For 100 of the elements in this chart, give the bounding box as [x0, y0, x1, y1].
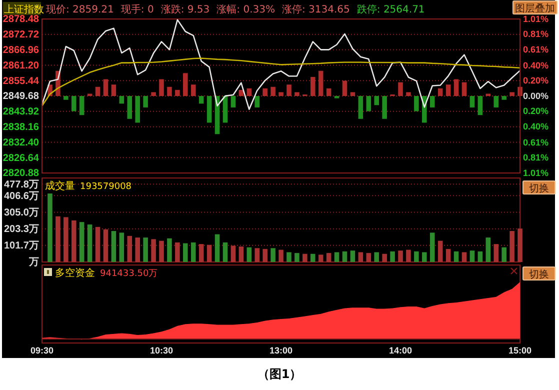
bar: [119, 96, 124, 104]
y-tick-label: 477.8万: [4, 179, 39, 190]
bar: [230, 96, 236, 108]
bar: [278, 92, 284, 96]
bar: [175, 242, 180, 262]
bar: [183, 73, 188, 96]
y-tick-label: 2849.68: [2, 91, 40, 102]
bar: [342, 251, 348, 262]
bar: [398, 82, 403, 96]
bar: [151, 239, 156, 262]
bar: [390, 251, 395, 262]
bar: [151, 92, 156, 96]
bar: [143, 96, 148, 108]
bar: [167, 238, 172, 262]
y2-tick-label: 0.20%: [523, 76, 549, 86]
bar: [198, 244, 204, 262]
y-tick-label: 2855.44: [2, 76, 40, 87]
y2-tick-label: 0.40%: [523, 60, 549, 70]
bar: [48, 193, 52, 262]
y2-tick-label: 0.61%: [523, 137, 549, 148]
bar: [262, 88, 268, 96]
bar: [143, 238, 148, 262]
bar: [71, 220, 76, 262]
bar: [254, 248, 260, 262]
bar: [366, 96, 372, 112]
bar: [334, 252, 340, 262]
y-tick-label: 2861.20: [2, 60, 40, 72]
y-tick-label: 101.7万: [4, 240, 39, 252]
bar: [502, 247, 506, 262]
bar: [374, 252, 379, 262]
bar: [430, 232, 435, 262]
y-tick-label: 2820.88: [2, 168, 40, 180]
bar: [127, 236, 132, 262]
bar: [214, 234, 220, 262]
bar: [462, 252, 467, 262]
bar: [111, 231, 116, 262]
y-tick-label: 305.0万: [4, 207, 39, 218]
annotation: 193579008: [80, 182, 132, 192]
bar: [206, 244, 212, 262]
bar: [190, 242, 196, 262]
bar: [127, 96, 132, 119]
y2-tick-label: 0.20%: [523, 106, 549, 116]
bar: [446, 248, 451, 262]
bar: [95, 86, 100, 96]
bar: [350, 92, 356, 96]
bar: [422, 252, 427, 262]
bar: [518, 228, 522, 262]
bar: [366, 253, 372, 262]
y-tick-label: 2866.96: [2, 45, 40, 56]
bar: [358, 252, 364, 262]
bar: [198, 96, 204, 104]
text: 涨跌: 9.53: [160, 4, 210, 16]
bar: [206, 96, 212, 123]
bar: [71, 96, 76, 112]
y-tick-label: 2872.72: [2, 30, 40, 41]
bar: [302, 254, 308, 262]
bar: [270, 248, 276, 262]
bar: [478, 251, 483, 262]
x-tick-label: 13:00: [269, 345, 293, 356]
bar: [159, 240, 164, 262]
bar: [119, 232, 124, 262]
bar: [230, 246, 236, 262]
y2-tick-label: 0.81%: [523, 152, 549, 163]
bar: [79, 222, 84, 262]
bar: [310, 76, 316, 96]
y2-tick-label: 0.81%: [523, 29, 549, 40]
bar: [87, 224, 92, 262]
bar: [294, 253, 300, 262]
bar: [103, 229, 108, 262]
bar: [326, 88, 332, 96]
bar: [502, 96, 506, 100]
bar: [286, 252, 292, 262]
y2-tick-label: 0.40%: [523, 121, 549, 132]
bar: [430, 96, 435, 108]
bar: [270, 86, 276, 96]
y-tick-label: 2838.16: [2, 122, 40, 133]
bar: [262, 248, 268, 262]
x-tick-label: 10:30: [150, 345, 174, 356]
text: 涨停: 3134.65: [282, 4, 350, 16]
bar: [382, 96, 387, 119]
button: 图层叠加: [512, 0, 558, 14]
bar: [494, 96, 498, 108]
bar: [350, 250, 356, 262]
y2-tick-label: 1.01%: [523, 168, 549, 178]
bar: [510, 92, 514, 96]
bar: [398, 250, 403, 262]
y-tick-label: 万: [28, 257, 39, 268]
y-tick-label: 2843.92: [2, 106, 40, 118]
bar: [478, 96, 483, 116]
chart-title: 成交量: [45, 180, 75, 192]
bar: [326, 253, 332, 262]
bar: [64, 217, 68, 262]
x-tick-label: 14:00: [388, 345, 412, 356]
y2-tick-label: 1.01%: [523, 14, 549, 24]
line-series: [41, 58, 521, 106]
bar: [222, 242, 228, 262]
bar: [318, 70, 324, 96]
bar: [190, 84, 196, 96]
y-tick-label: 2832.40: [2, 137, 40, 148]
button: 切换: [522, 180, 556, 194]
